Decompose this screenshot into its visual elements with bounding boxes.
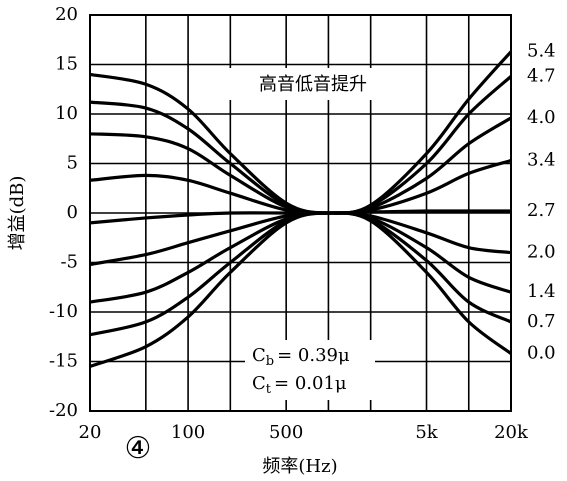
legend-label: 2.0 (527, 242, 556, 263)
y-tick-label: 10 (55, 103, 78, 124)
chart-title: 高音低音提升 (259, 74, 367, 95)
legend-label: 2.7 (527, 200, 556, 221)
annotation-symbol: C (252, 345, 266, 366)
annotation-text: = 0.39μ (277, 345, 350, 366)
y-tick-label: 20 (55, 4, 78, 25)
y-tick-label: -15 (49, 351, 78, 372)
legend-label: 4.0 (527, 107, 556, 128)
y-tick-label: -20 (49, 400, 78, 421)
figure-label: ④ (125, 431, 152, 466)
legend-label: 1.4 (527, 281, 556, 302)
y-tick-label: 5 (67, 153, 78, 174)
title-bg (228, 68, 398, 100)
annotation-bg (245, 340, 375, 400)
legend-label: 0.0 (527, 343, 556, 364)
y-axis-label: 增益(dB) (7, 176, 28, 251)
annotation-symbol: C (252, 373, 266, 394)
annotation: Cb = 0.39μ (252, 345, 350, 369)
x-tick-label: 5k (415, 422, 438, 443)
x-axis-label: 频率(Hz) (262, 456, 337, 477)
annotation-sub: t (266, 382, 272, 397)
annotation-text: = 0.01μ (274, 373, 347, 394)
curves (89, 50, 513, 368)
annotations: 高音低音提升 Cb = 0.39μ Ct = 0.01μ (228, 68, 398, 400)
legend-label: 0.7 (527, 311, 556, 332)
y-tick-label: 0 (67, 202, 78, 223)
legend-label: 3.4 (527, 150, 556, 171)
y-tick-label: -5 (60, 252, 78, 273)
legend-label: 5.4 (527, 41, 556, 62)
x-tick-label: 20 (79, 422, 102, 443)
annotation-sub: b (266, 354, 274, 369)
plot-frame (89, 14, 512, 412)
annotation: Ct = 0.01μ (252, 373, 347, 397)
y-tick-label: -10 (49, 301, 78, 322)
curve (89, 211, 512, 368)
x-tick-label: 20k (494, 422, 529, 443)
y-tick-label: 15 (55, 54, 78, 75)
x-tick-label: 500 (269, 422, 303, 443)
legend-label: 4.7 (527, 65, 556, 86)
x-tick-label: 100 (171, 422, 205, 443)
